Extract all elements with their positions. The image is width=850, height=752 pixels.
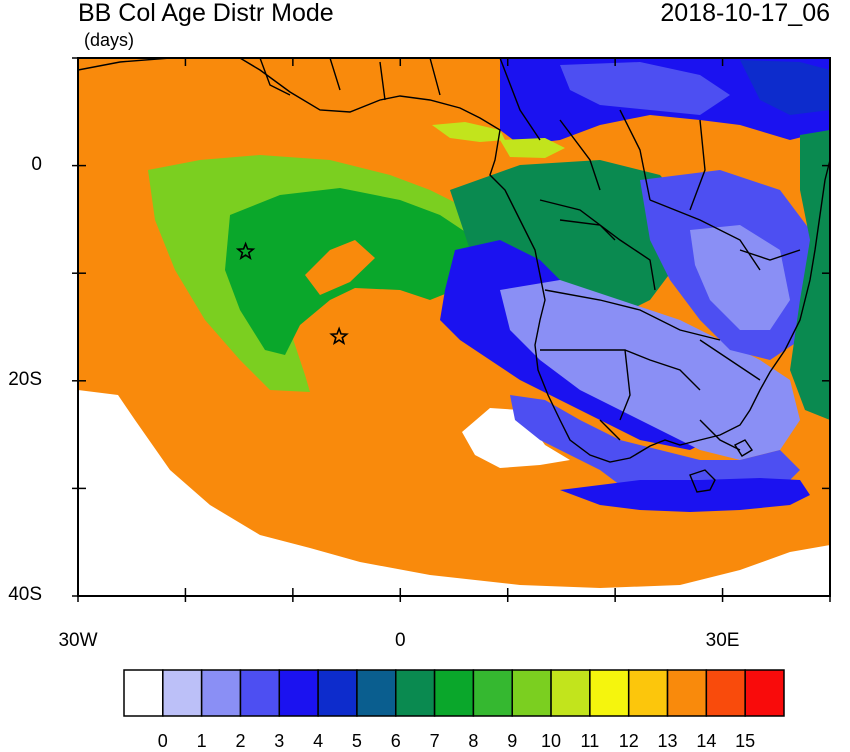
field-age3-south	[510, 395, 800, 505]
colorbar-swatch	[317, 669, 358, 717]
map-frame	[77, 57, 831, 597]
colorbar-label: 6	[390, 731, 401, 751]
map-field	[78, 58, 830, 596]
field-age2	[500, 280, 800, 460]
colorbar-label: 3	[274, 731, 285, 751]
colorbar-swatch	[705, 669, 746, 717]
field-age4-north	[740, 60, 830, 115]
lon-tick-label: 0	[394, 630, 406, 651]
map-ticks	[72, 57, 831, 602]
colorbar-label: 2	[235, 731, 246, 751]
colorbar-label: 13	[657, 731, 678, 751]
lesotho-border	[689, 469, 716, 493]
colorbar-swatch	[200, 669, 242, 717]
country-borders	[259, 58, 801, 451]
colorbar-swatch	[433, 669, 475, 717]
colorbar-label: 10	[541, 731, 562, 751]
lon-tick-label: 30E	[705, 630, 740, 651]
map-datetime: 2018-10-17_06	[660, 0, 830, 27]
coastlines	[78, 58, 830, 493]
field-age11	[432, 122, 505, 142]
markers	[235, 241, 349, 346]
colorbar-swatch	[472, 669, 513, 717]
africa-coastline	[78, 58, 830, 463]
colorbar-label: 4	[313, 731, 324, 751]
field-age2c	[690, 225, 790, 330]
colorbar-label: 9	[507, 731, 518, 751]
field-white-south	[78, 390, 830, 596]
colorbar	[123, 669, 785, 717]
colorbar-swatch	[589, 669, 630, 717]
units-label: (days)	[84, 30, 135, 50]
colorbar-label: 0	[157, 731, 168, 751]
colorbar-swatch	[356, 669, 397, 717]
colorbar-label: 11	[580, 731, 600, 751]
colorbar-swatch	[123, 669, 164, 717]
colorbar-swatch	[395, 669, 436, 717]
colorbar-label: 8	[468, 731, 479, 751]
map-title: BB Col Age Distr Mode	[78, 0, 334, 27]
colorbar-swatch	[239, 669, 281, 717]
colorbar-label: 12	[618, 731, 639, 751]
field-white-patch	[462, 408, 570, 468]
lat-tick-label: 20S	[8, 368, 42, 390]
colorbar-swatch	[744, 669, 785, 717]
colorbar-swatch	[278, 669, 319, 717]
colorbar-label: 7	[429, 731, 440, 751]
eswatini-border	[733, 439, 754, 457]
field-age3-southeast	[560, 478, 810, 512]
colorbar-swatch	[550, 669, 591, 717]
field-age2-north	[560, 62, 730, 115]
lon-tick-label: 30W	[58, 630, 98, 651]
colorbar-swatch	[511, 669, 552, 717]
colorbar-label: 14	[696, 731, 717, 751]
field-age11b	[500, 138, 565, 158]
colorbar-swatch	[627, 669, 669, 717]
lat-tick-label: 0	[31, 153, 42, 175]
colorbar-swatch	[666, 669, 708, 717]
field-age7-east	[790, 130, 830, 420]
lat-tick-label: 40S	[8, 584, 42, 605]
star-marker	[329, 326, 349, 346]
field-orange-intrusion	[305, 240, 375, 295]
colorbar-label: 5	[351, 731, 362, 751]
colorbar-label: 1	[196, 731, 207, 751]
colorbar-swatch	[162, 669, 203, 717]
colorbar-label: 15	[735, 731, 756, 751]
star-marker	[235, 241, 256, 261]
